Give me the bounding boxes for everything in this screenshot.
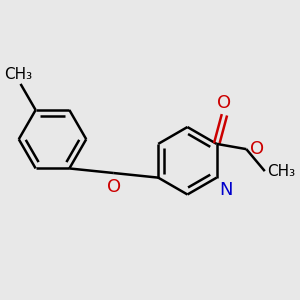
Text: N: N xyxy=(220,181,233,199)
Text: CH₃: CH₃ xyxy=(4,67,32,82)
Text: O: O xyxy=(107,178,121,196)
Text: O: O xyxy=(218,94,232,112)
Text: CH₃: CH₃ xyxy=(267,164,295,178)
Text: O: O xyxy=(250,140,264,158)
